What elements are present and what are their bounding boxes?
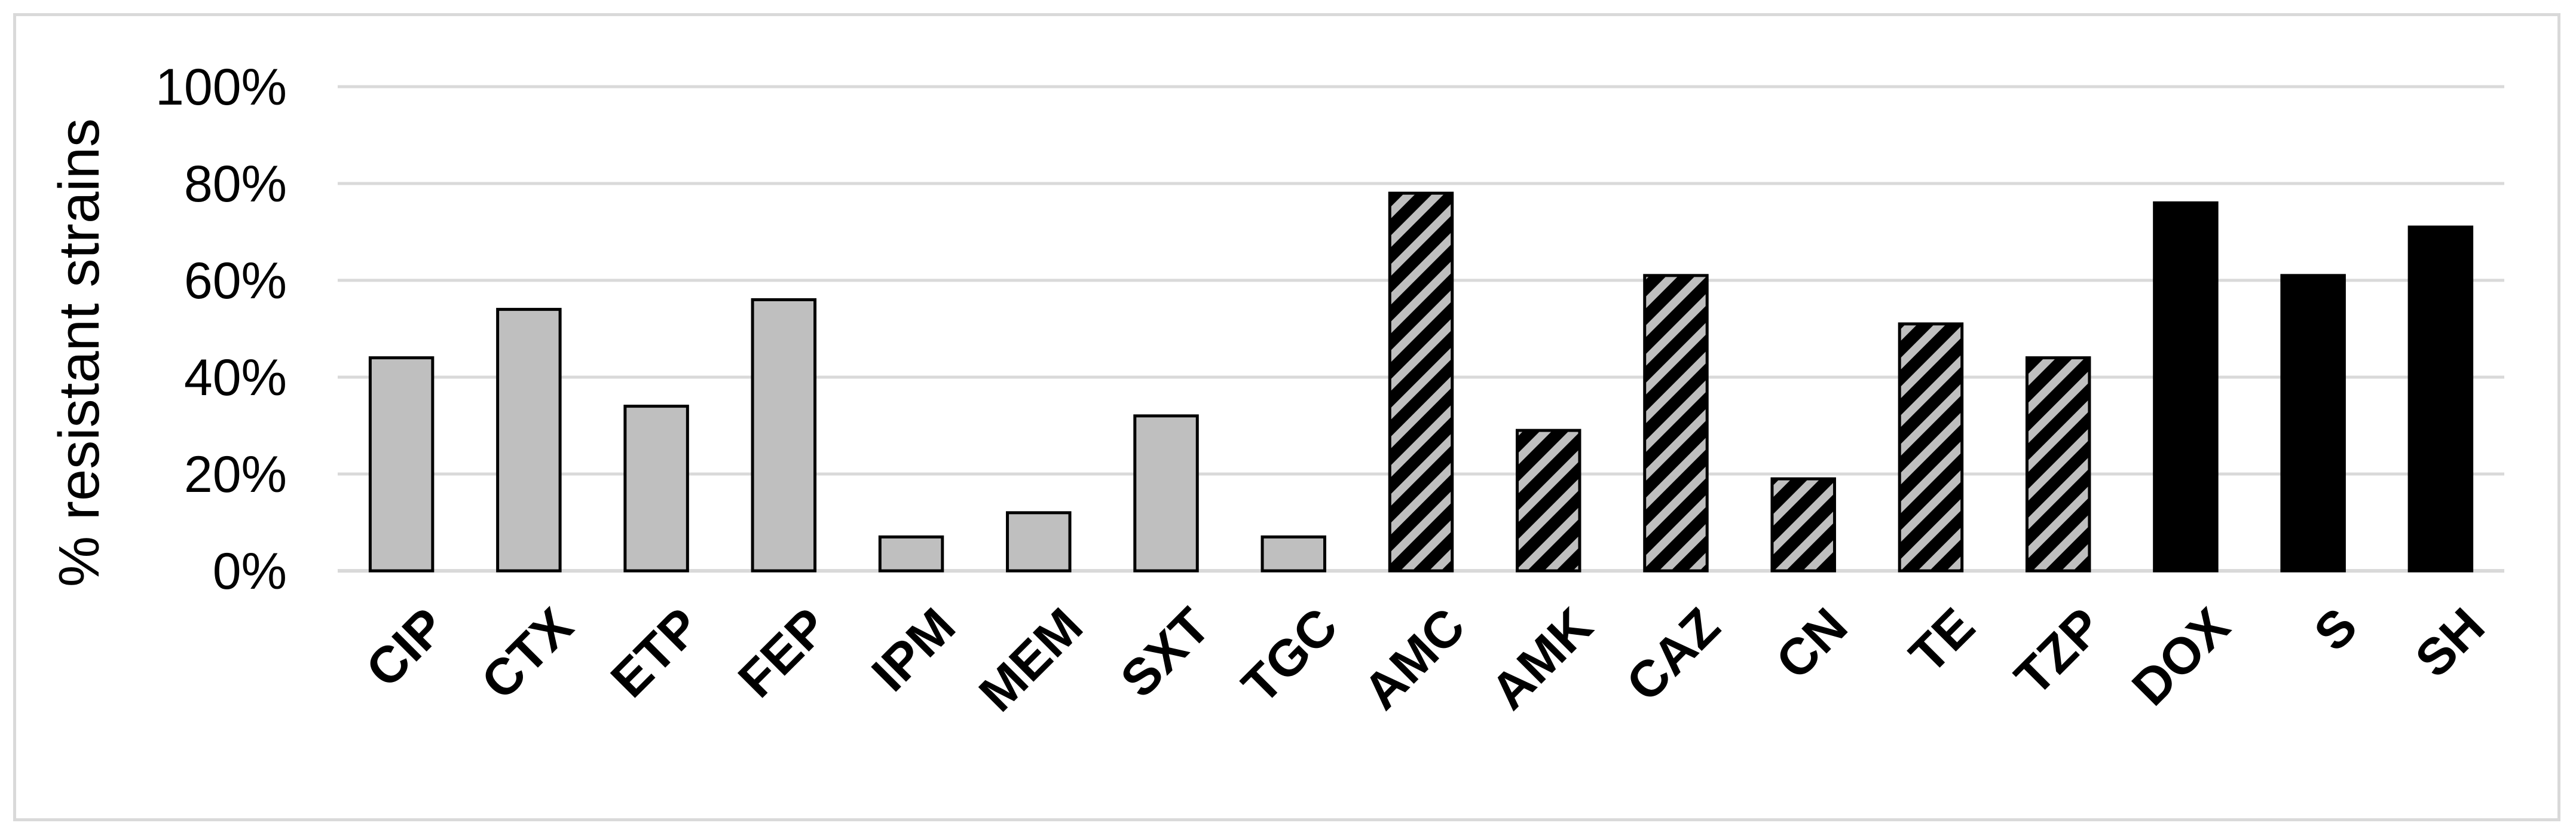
y-tick-label: 0% <box>213 543 287 600</box>
bar-ipm <box>878 535 944 573</box>
bar-caz <box>1643 274 1709 573</box>
x-tick-label-caz: CAZ <box>1616 597 1731 712</box>
x-axis-ticks: CIP CTX ETP FEP IPM MEM SXT TGC AMC AMK CAZ CN TE TZP… <box>355 597 2495 723</box>
x-tick-label-ctx: CTX <box>470 597 584 711</box>
y-tick-label: 60% <box>184 252 287 310</box>
bar-s <box>2280 274 2346 573</box>
bar-tgc <box>1261 535 1327 573</box>
x-tick-label-sxt: SXT <box>1110 597 1221 708</box>
x-tick-label-ipm: IPM <box>861 597 966 702</box>
bar-dox <box>2153 201 2219 573</box>
bar-cip <box>368 356 435 573</box>
x-tick-label-etp: ETP <box>600 597 711 708</box>
bar-ctx <box>496 308 562 573</box>
bar-sh <box>2407 225 2474 573</box>
y-tick-label: 80% <box>184 155 287 213</box>
x-tick-label-tgc: TGC <box>1231 597 1348 714</box>
y-axis-title: % resistant strains <box>47 118 111 587</box>
x-tick-label-te: TE <box>1899 597 1986 684</box>
x-tick-label-cip: CIP <box>355 597 456 698</box>
bar-tzp <box>2025 356 2091 573</box>
y-tick-label: 100% <box>155 59 287 116</box>
x-tick-label-cn: CN <box>1765 597 1858 690</box>
bar-amc <box>1388 191 1454 573</box>
bars <box>368 191 2474 573</box>
x-tick-label-mem: MEM <box>968 597 1094 723</box>
bar-amk <box>1515 429 1581 573</box>
x-tick-label-dox: DOX <box>2121 597 2241 717</box>
bar-mem <box>1006 511 1072 573</box>
bar-cn <box>1770 477 1836 573</box>
y-tick-label: 40% <box>184 349 287 406</box>
bar-fep <box>751 298 817 573</box>
gridlines <box>338 85 2504 573</box>
x-tick-label-amk: AMK <box>1480 597 1603 720</box>
bar-etp <box>623 405 689 573</box>
bar-te <box>1898 322 1964 573</box>
y-tick-label: 20% <box>184 446 287 503</box>
x-tick-label-fep: FEP <box>727 597 839 708</box>
x-tick-label-s: S <box>2303 597 2368 662</box>
chart-frame <box>13 13 2560 821</box>
x-tick-label-tzp: TZP <box>2004 597 2113 707</box>
bar-sxt <box>1133 414 1199 573</box>
x-tick-label-sh: SH <box>2404 597 2495 688</box>
x-tick-label-amc: AMC <box>1353 597 1476 720</box>
y-axis-ticks: 0% 20% 40% 60% 80% 100% <box>155 59 287 600</box>
